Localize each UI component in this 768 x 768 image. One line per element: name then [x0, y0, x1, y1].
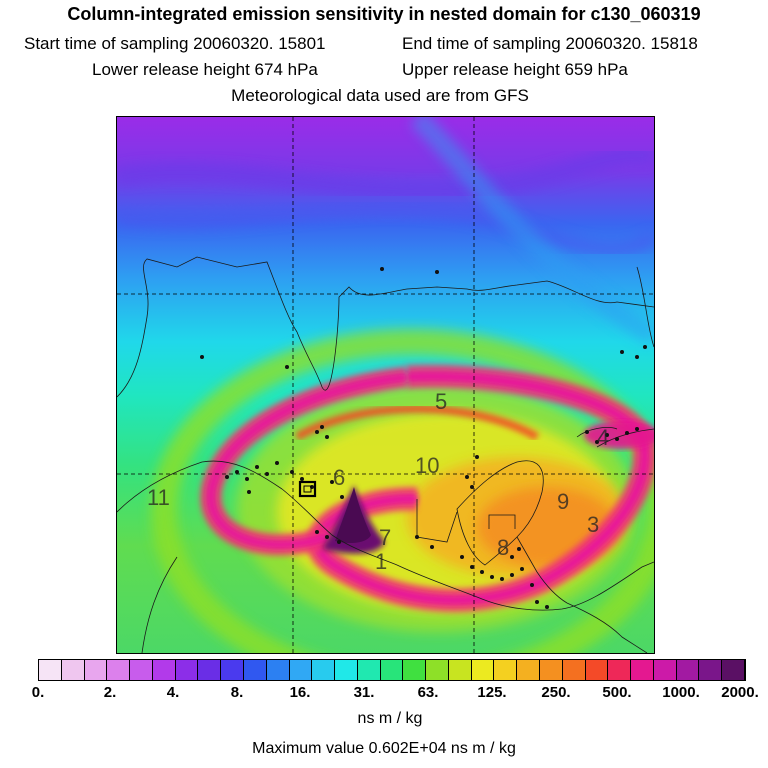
scale-segment — [677, 660, 699, 680]
scale-tick-label: 2000. — [721, 684, 759, 701]
scale-segment — [290, 660, 312, 680]
scale-segment — [335, 660, 358, 680]
scale-tick-label: 250. — [541, 684, 571, 701]
map-label-4: 4 — [597, 425, 610, 450]
map-label-3: 3 — [587, 512, 600, 537]
map-canvas — [117, 117, 654, 653]
scale-segment — [85, 660, 107, 680]
receptor-marker — [298, 480, 317, 498]
map-label-1: 1 — [375, 549, 388, 574]
scale-tick-label: 125. — [477, 684, 507, 701]
scale-segment — [586, 660, 608, 680]
scale-segment — [472, 660, 494, 680]
map-label-11: 11 — [147, 485, 170, 510]
scale-segment — [722, 660, 745, 680]
scale-segment — [654, 660, 677, 680]
scale-segment — [358, 660, 381, 680]
scale-segment — [312, 660, 335, 680]
upper-release-text: Upper release height 659 hPa — [402, 60, 628, 79]
scale-segment — [403, 660, 426, 680]
map-label-10: 10 — [415, 453, 440, 478]
map-label-6: 6 — [333, 465, 346, 490]
scale-segment — [540, 660, 563, 680]
scale-tick-label: 16. — [289, 684, 311, 701]
max-value-text: Maximum value 0.602E+04 ns m / kg — [252, 740, 516, 757]
scale-tick-label: 4. — [166, 684, 180, 701]
scale-segment — [107, 660, 130, 680]
meteo-source-text: Meteorological data used are from GFS — [231, 86, 529, 105]
scale-segment — [39, 660, 62, 680]
color-scale-bar — [38, 659, 746, 681]
scale-segment — [426, 660, 449, 680]
scale-segment — [198, 660, 221, 680]
scale-tick-label: 0. — [31, 684, 45, 701]
scale-tick-label: 31. — [353, 684, 375, 701]
scale-segment — [176, 660, 198, 680]
map-label-9: 9 — [557, 489, 570, 514]
scale-tick-label: 1000. — [662, 684, 700, 701]
scale-segment — [130, 660, 153, 680]
scale-segment — [449, 660, 472, 680]
figure-title: Column-integrated emission sensitivity i… — [67, 4, 701, 24]
scale-segment — [62, 660, 85, 680]
scale-segment — [244, 660, 267, 680]
scale-tick-label: 500. — [602, 684, 632, 701]
scale-segment — [517, 660, 540, 680]
scale-segment — [563, 660, 586, 680]
scale-segment — [608, 660, 631, 680]
scale-segment — [494, 660, 517, 680]
map-label-5: 5 — [435, 389, 448, 414]
scale-tick-label: 8. — [230, 684, 244, 701]
map-label-8: 8 — [497, 535, 510, 560]
scale-tick-label: 2. — [103, 684, 117, 701]
scale-segment — [381, 660, 403, 680]
lower-release-text: Lower release height 674 hPa — [92, 60, 318, 79]
sensitivity-map: 11 10 5 4 3 9 6 7 1 8 — [116, 116, 655, 654]
scale-tick-label: 63. — [417, 684, 439, 701]
scale-segment — [221, 660, 244, 680]
scale-segment — [631, 660, 654, 680]
end-time-text: End time of sampling 20060320. 15818 — [402, 34, 698, 53]
scale-segment — [267, 660, 290, 680]
scale-segment — [153, 660, 176, 680]
scale-unit-label: ns m / kg — [357, 710, 423, 727]
map-label-7: 7 — [379, 525, 392, 550]
start-time-text: Start time of sampling 20060320. 15801 — [24, 34, 326, 53]
scale-segment — [699, 660, 722, 680]
